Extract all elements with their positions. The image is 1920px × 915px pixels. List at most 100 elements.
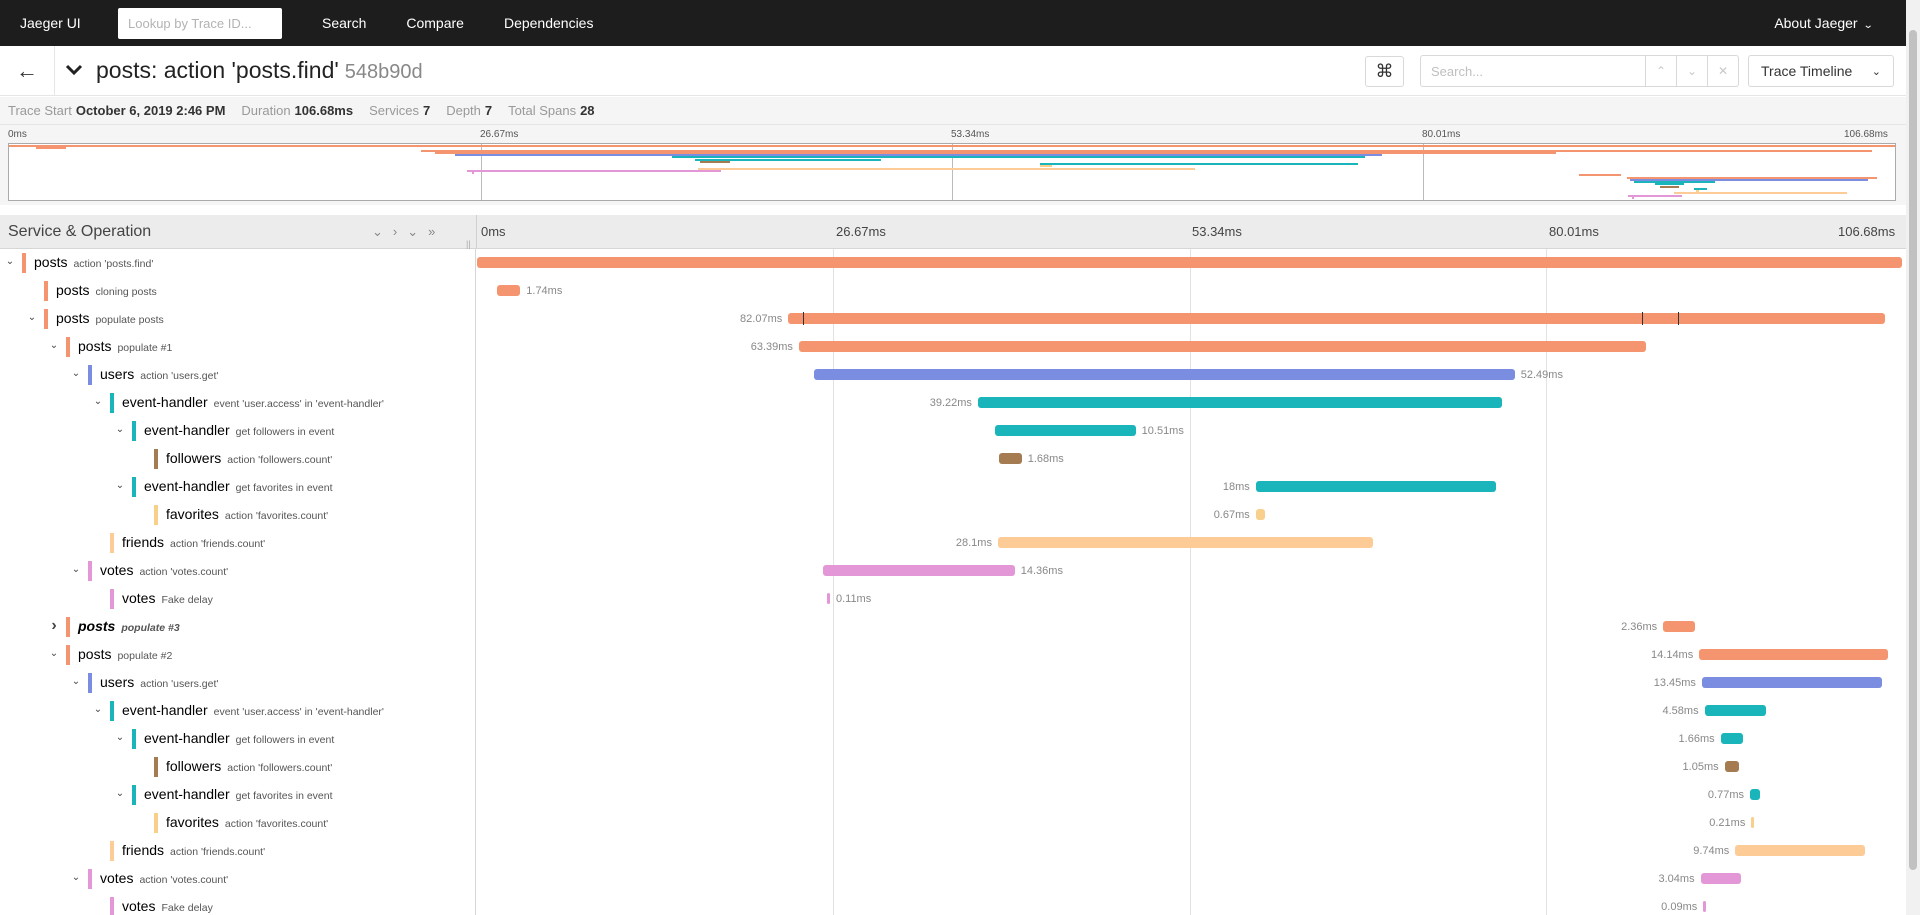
span-bar[interactable] [822, 565, 1015, 576]
span-search-input[interactable] [1420, 55, 1646, 87]
span-bar[interactable] [497, 285, 521, 296]
span-row[interactable]: ⌄ votes action 'votes.count' 3.04ms [0, 865, 1906, 893]
span-name-cell[interactable]: ⌄ posts populate posts [0, 305, 476, 333]
chevron-down-icon[interactable]: ⌄ [115, 424, 125, 435]
span-row[interactable]: votes Fake delay 0.11ms [0, 585, 1906, 613]
expand-one-icon[interactable]: › [392, 224, 398, 239]
span-bar[interactable] [995, 425, 1136, 436]
span-name-cell[interactable]: ⌄ posts action 'posts.find' [0, 249, 476, 277]
span-name-cell[interactable]: followers action 'followers.count' [0, 445, 476, 473]
trace-id-lookup-input[interactable] [118, 7, 282, 39]
collapse-one-icon[interactable]: ⌄ [372, 224, 383, 239]
span-row[interactable]: ⌄ users action 'users.get' 52.49ms [0, 361, 1906, 389]
column-resize-handle[interactable]: || [466, 239, 471, 249]
span-bar[interactable] [1700, 873, 1742, 884]
view-mode-select[interactable]: Trace Timeline ⌄ [1748, 55, 1894, 87]
span-bar[interactable] [788, 313, 1885, 324]
span-row[interactable]: ⌄ event-handler event 'user.access' in 'ev… [0, 389, 1906, 417]
span-name-cell[interactable]: ⌄ event-handler get followers in event [0, 417, 476, 445]
span-row[interactable]: ⌄ posts populate posts 82.07ms [0, 305, 1906, 333]
span-log-marker[interactable] [802, 312, 804, 325]
span-bar[interactable] [1751, 817, 1755, 828]
span-name-cell[interactable]: ⌄ posts populate #2 [0, 641, 476, 669]
chevron-down-icon[interactable]: ⌄ [93, 704, 103, 715]
span-name-cell[interactable]: friends action 'friends.count' [0, 529, 476, 557]
span-bar[interactable] [477, 257, 1902, 268]
span-bar[interactable] [813, 369, 1515, 380]
span-bar[interactable] [1724, 761, 1739, 772]
span-row[interactable]: favorites action 'favorites.count' 0.21ms [0, 809, 1906, 837]
chevron-down-icon[interactable]: ⌄ [115, 788, 125, 799]
collapse-all-icon[interactable]: ⌄ [407, 224, 419, 239]
span-log-marker[interactable] [1641, 312, 1643, 325]
span-row[interactable]: posts cloning posts 1.74ms [0, 277, 1906, 305]
span-bar[interactable] [1699, 649, 1889, 660]
span-name-cell[interactable]: ⌄ users action 'users.get' [0, 361, 476, 389]
chevron-down-icon[interactable]: ⌄ [5, 256, 15, 267]
chevron-down-icon[interactable] [64, 60, 84, 80]
span-bar[interactable] [1701, 677, 1882, 688]
span-name-cell[interactable]: ⌄ event-handler event 'user.access' in 'ev… [0, 697, 476, 725]
span-name-cell[interactable]: ⌄ users action 'users.get' [0, 669, 476, 697]
brand-logo[interactable]: Jaeger UI [20, 15, 81, 31]
chevron-down-icon[interactable]: ⌄ [49, 340, 59, 351]
keyboard-shortcuts-button[interactable]: ⌘ [1365, 56, 1404, 87]
span-name-cell[interactable]: posts cloning posts [0, 277, 476, 305]
span-bar[interactable] [1704, 705, 1766, 716]
span-log-marker[interactable] [1677, 312, 1679, 325]
span-name-cell[interactable]: ⌄ votes action 'votes.count' [0, 557, 476, 585]
clear-search-button[interactable]: ✕ [1708, 55, 1739, 87]
span-row[interactable]: friends action 'friends.count' 9.74ms [0, 837, 1906, 865]
span-bar[interactable] [826, 593, 830, 604]
chevron-down-icon[interactable]: ⌄ [27, 312, 37, 323]
span-row[interactable]: followers action 'followers.count' 1.05ms [0, 753, 1906, 781]
span-name-cell[interactable]: followers action 'followers.count' [0, 753, 476, 781]
span-bar[interactable] [1735, 845, 1866, 856]
about-menu[interactable]: About Jaeger ⌄ [1774, 15, 1873, 31]
back-button[interactable]: ← [0, 46, 55, 96]
span-name-cell[interactable]: ⌄ event-handler get favorites in event [0, 473, 476, 501]
span-row[interactable]: ⌄ posts action 'posts.find' [0, 249, 1906, 277]
span-row[interactable]: ⌄ event-handler get followers in event 1.66… [0, 725, 1906, 753]
span-row[interactable]: followers action 'followers.count' 1.68ms [0, 445, 1906, 473]
page-scrollbar[interactable] [1906, 0, 1920, 915]
span-row[interactable]: ⌄ event-handler get favorites in event 0.77… [0, 781, 1906, 809]
span-row[interactable]: friends action 'friends.count' 28.1ms [0, 529, 1906, 557]
span-name-cell[interactable]: votes Fake delay [0, 893, 476, 915]
span-row[interactable]: › posts populate #3 2.36ms [0, 613, 1906, 641]
span-row[interactable]: ⌄ users action 'users.get' 13.45ms [0, 669, 1906, 697]
prev-result-button[interactable]: ⌃ [1646, 55, 1677, 87]
span-bar[interactable] [1749, 789, 1761, 800]
span-name-cell[interactable]: ⌄ votes action 'votes.count' [0, 865, 476, 893]
next-result-button[interactable]: ⌄ [1677, 55, 1708, 87]
minimap-canvas[interactable] [8, 143, 1896, 201]
span-name-cell[interactable]: favorites action 'favorites.count' [0, 501, 476, 529]
chevron-down-icon[interactable]: ⌄ [71, 368, 81, 379]
chevron-down-icon[interactable]: ⌄ [93, 396, 103, 407]
chevron-down-icon[interactable]: ⌄ [115, 732, 125, 743]
chevron-down-icon[interactable]: ⌄ [115, 480, 125, 491]
span-row[interactable]: ⌄ event-handler event 'user.access' in 'ev… [0, 697, 1906, 725]
span-name-cell[interactable]: ⌄ event-handler get favorites in event [0, 781, 476, 809]
span-bar[interactable] [798, 341, 1646, 352]
chevron-down-icon[interactable]: ⌄ [71, 872, 81, 883]
span-row[interactable]: votes Fake delay 0.09ms [0, 893, 1906, 915]
chevron-down-icon[interactable]: ⌄ [49, 648, 59, 659]
span-bar[interactable] [997, 537, 1374, 548]
span-name-cell[interactable]: friends action 'friends.count' [0, 837, 476, 865]
span-row[interactable]: favorites action 'favorites.count' 0.67ms [0, 501, 1906, 529]
span-bar[interactable] [999, 453, 1022, 464]
span-name-cell[interactable]: ⌄ posts populate #1 [0, 333, 476, 361]
nav-dependencies-link[interactable]: Dependencies [503, 15, 594, 31]
span-bar[interactable] [1255, 481, 1497, 492]
chevron-right-icon[interactable]: › [51, 617, 57, 634]
trace-minimap[interactable]: 0ms 26.67ms 53.34ms 80.01ms 106.68ms [0, 125, 1906, 205]
span-name-cell[interactable]: favorites action 'favorites.count' [0, 809, 476, 837]
expand-all-icon[interactable]: » [428, 224, 436, 239]
span-bar[interactable] [1703, 901, 1707, 912]
span-bar[interactable] [1255, 509, 1265, 520]
span-row[interactable]: ⌄ posts populate #1 63.39ms [0, 333, 1906, 361]
span-name-cell[interactable]: ⌄ event-handler get followers in event [0, 725, 476, 753]
span-bar[interactable] [977, 397, 1502, 408]
scrollbar-thumb[interactable] [1909, 30, 1917, 870]
